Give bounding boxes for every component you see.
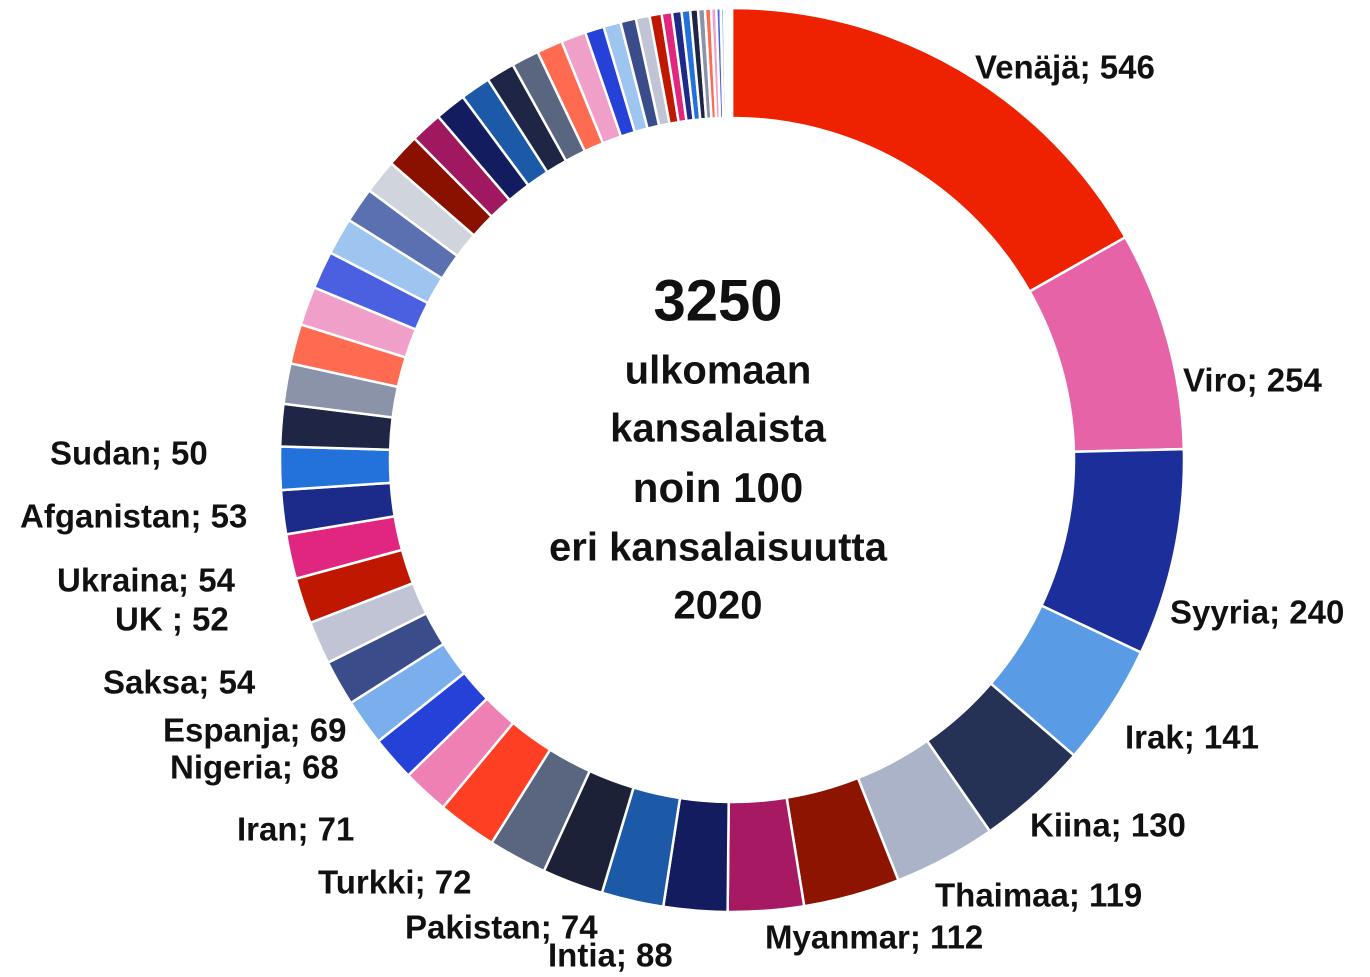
data-label: Sudan; 50 bbox=[50, 435, 208, 472]
center-text: eri kansalaisuutta bbox=[549, 526, 888, 570]
data-label: Espanja; 69 bbox=[163, 712, 346, 749]
data-label: Viro; 254 bbox=[1183, 362, 1322, 399]
data-label: Irak; 141 bbox=[1125, 719, 1259, 756]
data-label: Iran; 71 bbox=[237, 811, 354, 848]
data-label: Myanmar; 112 bbox=[765, 919, 983, 956]
donut-segment bbox=[729, 6, 734, 120]
data-label: Kiina; 130 bbox=[1030, 807, 1186, 844]
data-label: Venäjä; 546 bbox=[975, 49, 1155, 86]
data-label: Thaimaa; 119 bbox=[935, 877, 1142, 914]
donut-segment bbox=[278, 445, 393, 492]
data-label: Nigeria; 68 bbox=[170, 749, 339, 786]
data-label: Afganistan; 53 bbox=[20, 498, 247, 535]
center-text: 3250 bbox=[653, 268, 782, 333]
data-label: UK ; 52 bbox=[115, 601, 229, 638]
center-text: 2020 bbox=[674, 584, 763, 628]
data-label: Syyria; 240 bbox=[1170, 594, 1344, 631]
data-label: Intia; 88 bbox=[548, 937, 673, 974]
data-label: Pakistan; 74 bbox=[405, 909, 598, 946]
data-label: Ukraina; 54 bbox=[57, 562, 236, 599]
data-label: Saksa; 54 bbox=[103, 664, 256, 701]
center-text: noin 100 bbox=[633, 464, 803, 511]
center-text: kansalaista bbox=[610, 407, 826, 451]
center-text: ulkomaan bbox=[625, 349, 812, 393]
data-label: Turkki; 72 bbox=[318, 864, 471, 901]
